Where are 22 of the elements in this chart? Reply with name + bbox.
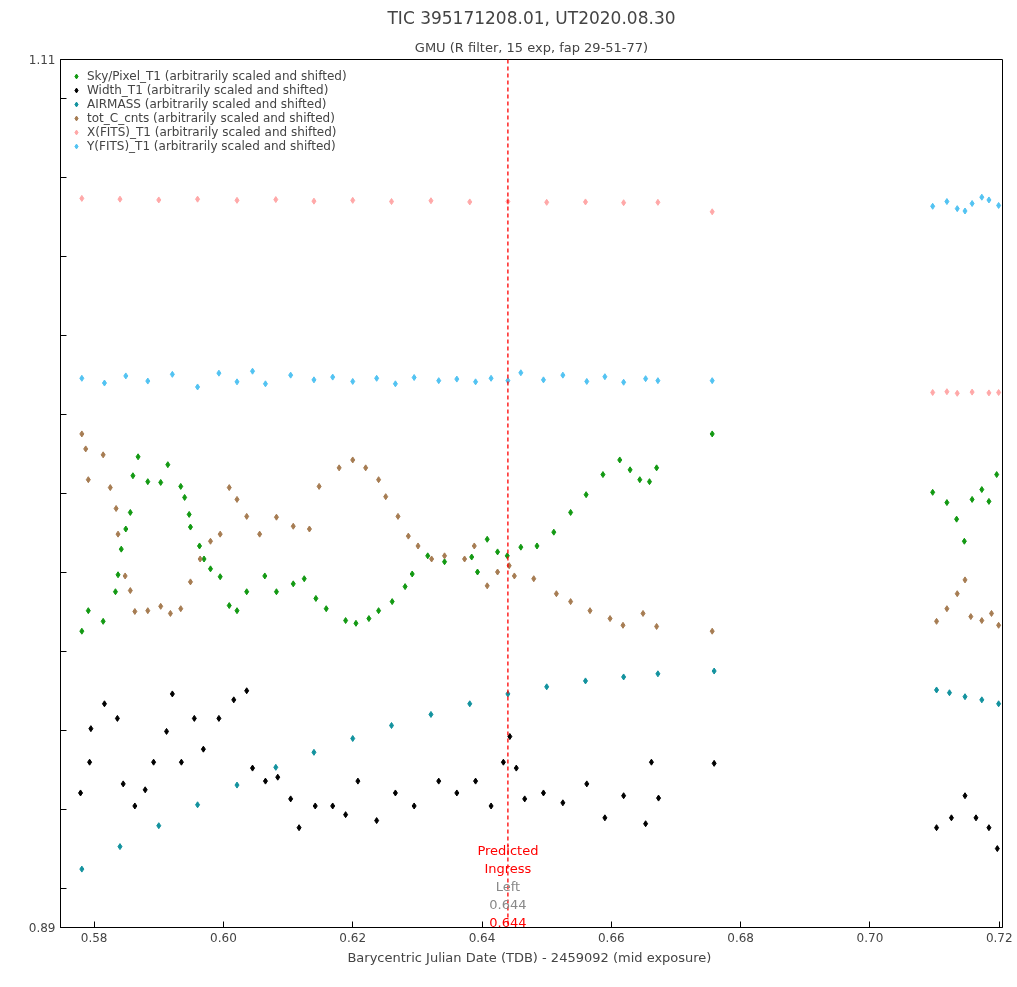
ref-line-label: Predicted Ingress (477, 842, 539, 876)
x-tick-label: 0.62 (339, 930, 367, 945)
annotation: Left 0.644 (489, 878, 527, 912)
legend-label: AIRMASS (arbitrarily scaled and shifted) (87, 97, 327, 111)
chart-subtitle: GMU (R filter, 15 exp, fap 29-51-77) (414, 39, 649, 55)
legend-label: tot_C_cnts (arbitrarily scaled and shifted) (87, 111, 335, 125)
x-tick-label: 0.64 (468, 930, 496, 945)
x-tick-label: 0.70 (856, 930, 884, 945)
x-tick-label: 0.72 (985, 930, 1013, 945)
legend-label: X(FITS)_T1 (arbitrarily scaled and shifted) (87, 125, 337, 139)
y-tick-label: 1.11 (28, 53, 56, 67)
legend-label: Y(FITS)_T1 (arbitrarily scaled and shifted) (87, 139, 336, 153)
annotation: 0.644 (489, 914, 527, 930)
chart-title: TIC 395171208.01, UT2020.08.30 (386, 7, 676, 28)
x-tick-label: 0.58 (80, 930, 108, 945)
y-tick-label: 0.89 (28, 921, 56, 935)
legend-label: Sky/Pixel_T1 (arbitrarily scaled and shifted) (87, 69, 347, 83)
x-tick-label: 0.68 (727, 930, 755, 945)
x-tick-label: 0.66 (597, 930, 625, 945)
legend-label: Width_T1 (arbitrarily scaled and shifted) (87, 83, 329, 97)
x-axis-title: Barycentric Julian Date (TDB) - 2459092 (mid exposure) (347, 949, 712, 965)
x-tick-label: 0.60 (210, 930, 237, 945)
